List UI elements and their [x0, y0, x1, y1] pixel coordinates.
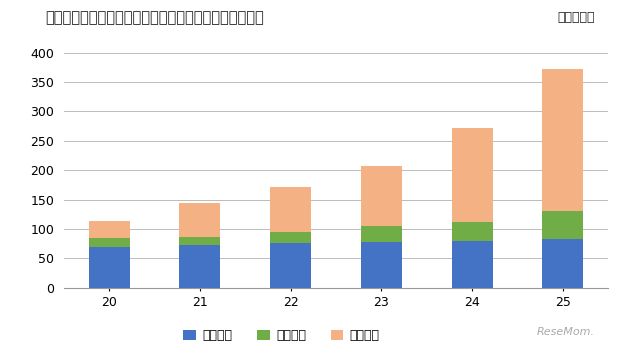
Bar	[361, 226, 402, 242]
Bar	[452, 128, 493, 222]
Bar	[89, 238, 129, 247]
Bar	[361, 166, 402, 226]
Bar	[452, 222, 493, 241]
Bar	[452, 241, 493, 288]
Bar	[179, 245, 220, 288]
Text: ReseMom.: ReseMom.	[537, 327, 595, 337]
Text: 単位：大学: 単位：大学	[557, 11, 595, 24]
Legend: 国立大学, 公立大学, 私立大学: 国立大学, 公立大学, 私立大学	[179, 324, 385, 347]
Text: ・機関リポジトリを構築（公開）している大学数の推移: ・機関リポジトリを構築（公開）している大学数の推移	[45, 11, 264, 26]
Bar	[543, 68, 583, 211]
Bar	[543, 211, 583, 239]
Bar	[89, 221, 129, 238]
Bar	[270, 232, 311, 243]
Bar	[270, 243, 311, 288]
Bar	[543, 239, 583, 288]
Bar	[179, 203, 220, 237]
Bar	[179, 237, 220, 245]
Bar	[361, 242, 402, 288]
Bar	[270, 187, 311, 232]
Bar	[89, 247, 129, 288]
